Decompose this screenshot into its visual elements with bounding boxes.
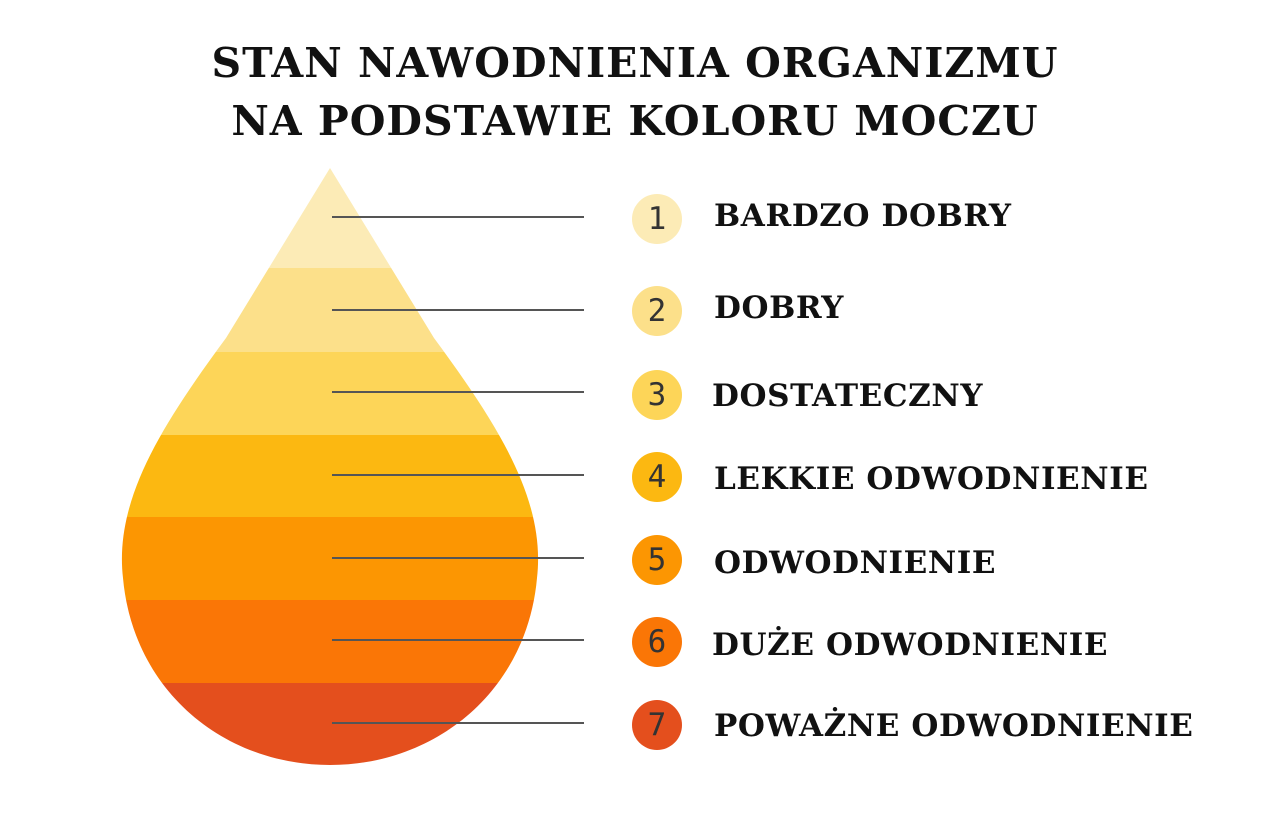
level-7-label: POWAŻNE ODWODNIENIE <box>714 708 1194 744</box>
level-2-label: DOBRY <box>714 290 845 326</box>
level-3-label: DOSTATECZNY <box>712 378 984 414</box>
title-line-1: STAN NAWODNIENIA ORGANIZMU <box>211 39 1059 87</box>
title-line-2: NA PODSTAWIE KOLORU MOCZU <box>231 97 1039 145</box>
level-6-badge: 6 <box>632 617 682 667</box>
level-3-badge: 3 <box>632 370 682 420</box>
level-1-label: BARDZO DOBRY <box>714 198 1012 234</box>
level-2-badge: 2 <box>632 286 682 336</box>
level-5-label: ODWODNIENIE <box>714 545 997 581</box>
level-4-badge: 4 <box>632 452 682 502</box>
drop-band-1 <box>121 168 539 268</box>
diagram-title: STAN NAWODNIENIA ORGANIZMU NA PODSTAWIE … <box>0 34 1270 150</box>
level-4-label: LEKKIE ODWODNIENIE <box>714 461 1149 497</box>
drop-band-6 <box>121 600 539 683</box>
level-6-label: DUŻE ODWODNIENIE <box>712 627 1109 663</box>
drop-band-7 <box>121 683 539 765</box>
level-1-badge: 1 <box>632 194 682 244</box>
level-5-badge: 5 <box>632 535 682 585</box>
drop-band-3 <box>121 352 539 435</box>
level-7-badge: 7 <box>632 700 682 750</box>
